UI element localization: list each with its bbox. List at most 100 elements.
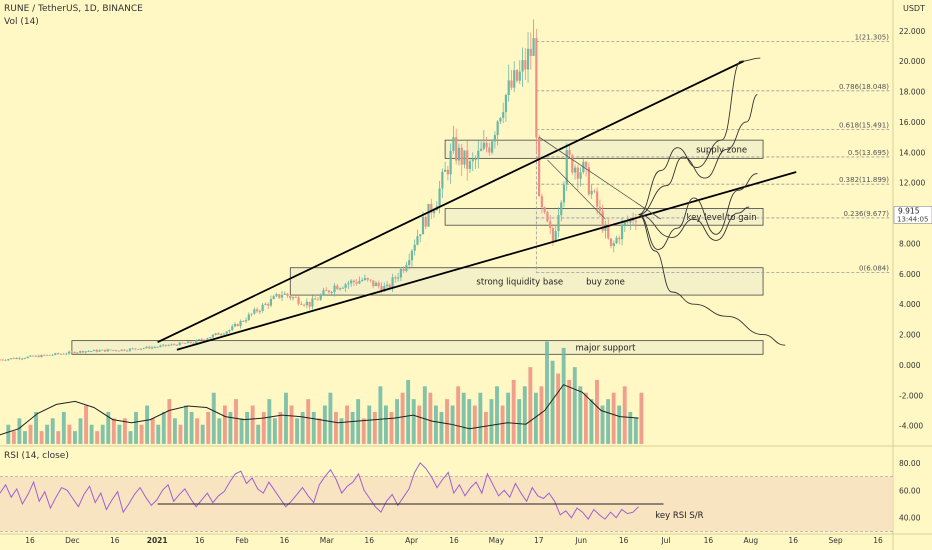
- fib-levels: 1(21.305) 0.786(18.048) 0.618(15.491) 0.5(1…: [535, 33, 891, 273]
- candle-body: [231, 326, 234, 331]
- volume-bar: [128, 431, 133, 444]
- candle-body: [341, 287, 344, 289]
- volume-bar: [300, 411, 305, 444]
- candle-body: [200, 339, 203, 341]
- supply-zone-box[interactable]: [444, 139, 764, 159]
- candle-body: [18, 357, 21, 359]
- candle-body: [45, 354, 49, 356]
- candle-body: [269, 299, 273, 306]
- candle-body: [214, 333, 217, 335]
- major-support-box[interactable]: [71, 340, 764, 355]
- candle-body: [571, 155, 574, 173]
- candle-body: [529, 48, 532, 56]
- volume-bar: [545, 341, 549, 444]
- volume-bar: [489, 399, 494, 444]
- minor-trendline[interactable]: [547, 159, 606, 220]
- price-tick-label: 2.000: [899, 331, 921, 340]
- descending-trendline[interactable]: [538, 136, 661, 220]
- candle-body: [438, 188, 441, 207]
- candle-body: [170, 344, 173, 346]
- volume-bar: [439, 411, 444, 444]
- volume-bar: [517, 399, 522, 444]
- candle-body: [601, 210, 604, 231]
- candle-body: [562, 184, 566, 203]
- candle-body: [524, 60, 527, 70]
- volume-bar: [572, 367, 577, 444]
- candle-body: [479, 148, 483, 151]
- volume-bar: [272, 418, 277, 444]
- rsi-indicator-label[interactable]: RSI (14, close): [4, 451, 69, 461]
- candle-body: [90, 351, 93, 352]
- candle-body: [120, 349, 123, 351]
- volume-bar: [589, 399, 594, 444]
- volume-bar: [117, 424, 122, 444]
- projection-path-5[interactable]: [638, 214, 786, 346]
- candle-body: [275, 294, 278, 297]
- candle-body: [363, 278, 367, 280]
- volume-indicator-label[interactable]: Vol (14): [4, 17, 39, 27]
- candle-body: [26, 356, 29, 359]
- candle-body: [612, 243, 615, 246]
- rsi-tick-label: 80.00: [899, 459, 921, 468]
- candle-body: [303, 304, 306, 306]
- trendline-lower[interactable]: [176, 171, 797, 351]
- projection-path-1[interactable]: [638, 57, 761, 216]
- candle-body: [632, 218, 635, 221]
- volume-bar: [239, 418, 244, 444]
- candle-body: [305, 301, 308, 306]
- time-tick-label: Jul: [660, 536, 670, 545]
- volume-bar: [295, 418, 300, 444]
- candle-body: [471, 159, 474, 162]
- candle-body: [115, 350, 118, 351]
- candle-body: [391, 277, 394, 288]
- candle-body: [244, 320, 248, 322]
- candle-body: [397, 277, 400, 279]
- candle-body: [421, 216, 425, 235]
- volume-bar: [578, 386, 583, 444]
- candles: [0, 19, 637, 362]
- candle-body: [319, 295, 322, 300]
- candle-body: [452, 137, 455, 151]
- candle-body: [565, 150, 568, 185]
- candle-body: [377, 282, 380, 286]
- candle-body: [413, 244, 416, 251]
- volume-bar: [95, 431, 100, 444]
- candle-body: [225, 331, 228, 334]
- candle-body: [330, 292, 333, 293]
- projection-path-2[interactable]: [638, 94, 758, 216]
- candle-body: [131, 348, 134, 350]
- candle-body: [84, 351, 87, 353]
- candle-body: [76, 352, 79, 354]
- candle-body: [410, 250, 414, 261]
- fib-label: 0.786(18.048): [839, 83, 889, 91]
- rsi-tick-label: 60.00: [899, 486, 921, 495]
- candle-body: [430, 203, 433, 214]
- candle-body: [336, 285, 339, 290]
- candle-body: [419, 234, 422, 237]
- rsi-annotation: key RSI S/R: [655, 511, 703, 521]
- volume-bar: [356, 399, 361, 444]
- candle-body: [128, 348, 132, 351]
- projection-path-4[interactable]: [638, 206, 750, 241]
- candle-body: [70, 351, 73, 353]
- volume-bar: [6, 424, 11, 444]
- candle-body: [62, 353, 65, 355]
- candle-body: [15, 357, 18, 360]
- candle-body: [499, 117, 502, 122]
- time-tick-label: 16: [788, 536, 798, 545]
- projection-path-3[interactable]: [638, 173, 758, 250]
- candle-body: [162, 344, 165, 346]
- trendline-upper[interactable]: [157, 60, 745, 343]
- volume-bar: [184, 405, 188, 444]
- price-tick-label: 22.000: [899, 27, 925, 36]
- candle-body: [0, 359, 2, 361]
- price-tick-label: 0.000: [899, 361, 921, 370]
- candle-body: [217, 333, 220, 335]
- volume-bar: [145, 405, 150, 444]
- candle-body: [510, 80, 513, 88]
- candle-body: [460, 147, 463, 165]
- fib-label: 0.236(9.677): [843, 210, 889, 218]
- price-tick-label: -2.000: [899, 391, 923, 400]
- current-price-tag[interactable]: [893, 206, 932, 224]
